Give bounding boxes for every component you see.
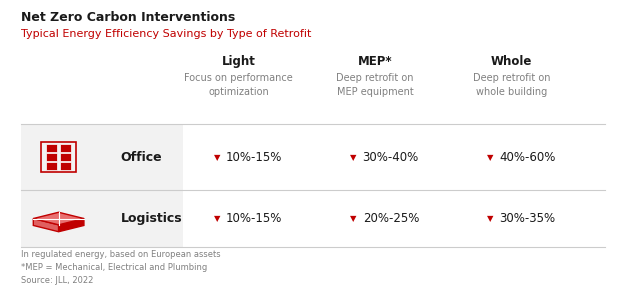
Text: Light: Light [222, 55, 255, 68]
Text: ▼: ▼ [487, 153, 493, 162]
FancyBboxPatch shape [21, 124, 183, 190]
Text: 20%-25%: 20%-25% [362, 212, 419, 225]
Text: ▼: ▼ [213, 153, 220, 162]
FancyBboxPatch shape [46, 144, 57, 152]
Text: Office: Office [121, 151, 162, 164]
Polygon shape [59, 219, 84, 232]
Text: Source: JLL, 2022: Source: JLL, 2022 [21, 276, 94, 285]
Text: ▼: ▼ [350, 153, 357, 162]
Text: 10%-15%: 10%-15% [226, 212, 282, 225]
Text: Deep retrofit on
MEP equipment: Deep retrofit on MEP equipment [336, 74, 414, 97]
Text: In regulated energy, based on European assets: In regulated energy, based on European a… [21, 250, 221, 259]
Text: Whole: Whole [491, 55, 532, 68]
Text: 30%-35%: 30%-35% [499, 212, 555, 225]
FancyBboxPatch shape [60, 153, 71, 161]
Text: Net Zero Carbon Interventions: Net Zero Carbon Interventions [21, 11, 235, 24]
Text: Logistics: Logistics [121, 212, 182, 225]
Text: 10%-15%: 10%-15% [226, 151, 282, 164]
Text: 40%-60%: 40%-60% [499, 151, 555, 164]
Text: ▼: ▼ [213, 214, 220, 223]
Text: ▼: ▼ [487, 214, 493, 223]
Text: Typical Energy Efficiency Savings by Type of Retrofit: Typical Energy Efficiency Savings by Typ… [21, 29, 312, 39]
Polygon shape [33, 212, 84, 225]
Text: 30%-40%: 30%-40% [362, 151, 419, 164]
FancyBboxPatch shape [21, 190, 183, 247]
Text: ▼: ▼ [350, 214, 357, 223]
Text: Deep retrofit on
whole building: Deep retrofit on whole building [473, 74, 550, 97]
Polygon shape [33, 219, 59, 232]
Text: Focus on performance
optimization: Focus on performance optimization [184, 74, 293, 97]
FancyBboxPatch shape [60, 162, 71, 170]
FancyBboxPatch shape [46, 162, 57, 170]
Text: *MEP = Mechanical, Electrical and Plumbing: *MEP = Mechanical, Electrical and Plumbi… [21, 263, 208, 272]
Text: MEP*: MEP* [357, 55, 393, 68]
FancyBboxPatch shape [46, 153, 57, 161]
FancyBboxPatch shape [60, 144, 71, 152]
